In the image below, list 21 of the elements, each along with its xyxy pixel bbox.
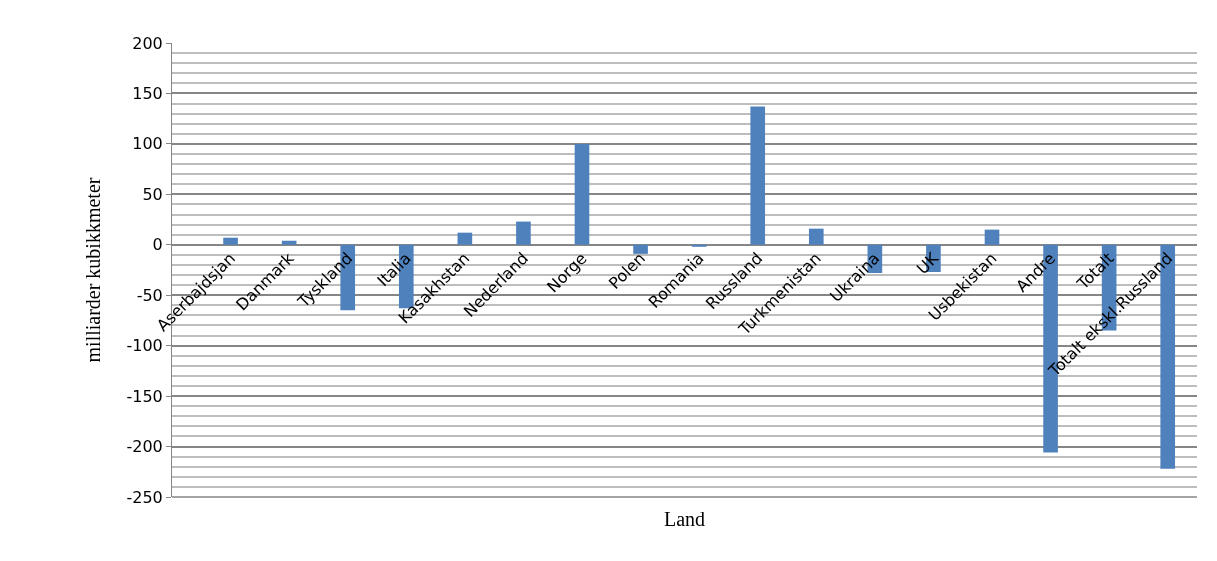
y-tick-label: 0: [152, 235, 163, 255]
bar: [691, 244, 707, 247]
y-tick-label: -250: [126, 487, 163, 507]
y-tick-label: 50: [142, 184, 163, 204]
bar: [574, 143, 590, 245]
bar: [808, 228, 824, 245]
bar: [516, 221, 531, 245]
bar: [750, 106, 766, 245]
y-tick-label: 100: [132, 134, 163, 154]
x-axis-title: Land: [664, 508, 706, 530]
bar: [633, 244, 648, 254]
y-tick-label: -200: [126, 437, 163, 457]
y-tick-label: -150: [126, 386, 163, 406]
bar: [457, 232, 473, 245]
bar: [281, 240, 297, 245]
y-axis-title: milliarder kubikkmeter: [81, 177, 104, 363]
y-tick-label: 200: [132, 33, 163, 53]
bar: [984, 229, 1000, 245]
y-tick-label: 150: [132, 84, 163, 104]
y-tick-label: -100: [126, 336, 163, 356]
bar: [223, 237, 238, 245]
